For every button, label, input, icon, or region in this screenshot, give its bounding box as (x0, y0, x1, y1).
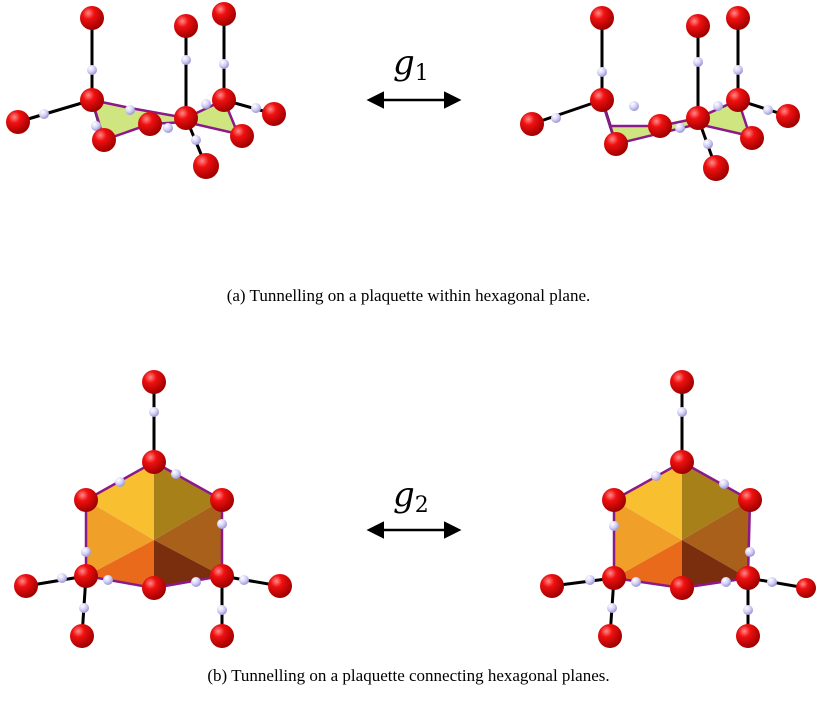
operator-label-g1: g1 (393, 46, 429, 85)
hexagon-b-right (612, 460, 752, 590)
caption-a: (a) Tunnelling on a plaquette within hex… (226, 286, 591, 305)
oxygens (6, 2, 286, 179)
oxygens (540, 370, 816, 648)
molecule-a-left (6, 2, 286, 179)
operator-index: 2 (414, 493, 429, 518)
caption-b: (b) Tunnelling on a plaquette connecting… (207, 666, 610, 685)
hexagon-b-left (84, 460, 224, 590)
hydrogens (585, 407, 777, 615)
hydrogens (57, 407, 249, 615)
oxygens (14, 370, 292, 648)
molecule-b-left (14, 370, 292, 648)
operator-index: 1 (414, 61, 429, 86)
molecule-b-right (540, 370, 816, 648)
hydrogens (551, 57, 773, 149)
operator-symbol: g (393, 43, 415, 83)
hydrogens (39, 55, 261, 145)
molecule-a-right (520, 6, 800, 181)
oxygens (520, 6, 800, 181)
operator-label-g2: g2 (393, 478, 429, 517)
operator-symbol: g (393, 475, 415, 515)
